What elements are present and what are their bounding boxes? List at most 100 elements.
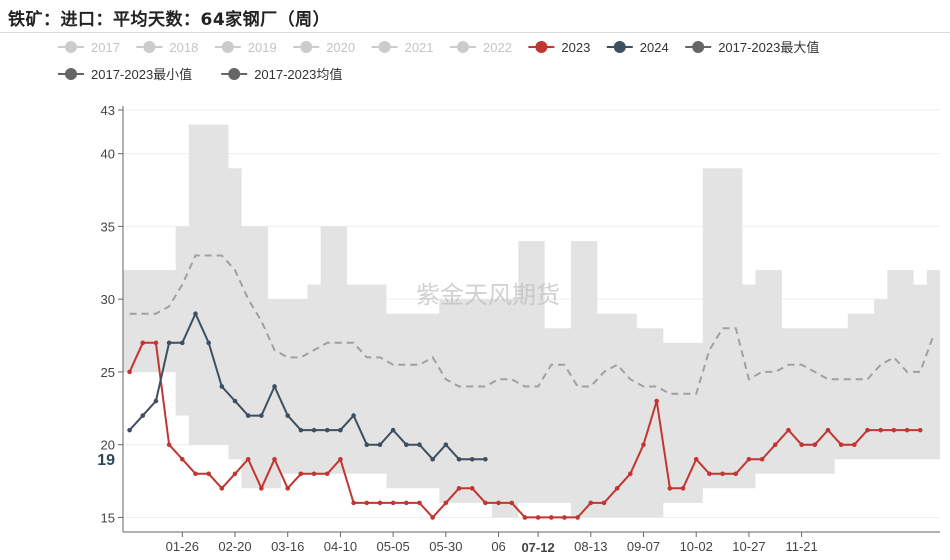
series-2023-point [759, 456, 765, 462]
series-2024-point [390, 427, 396, 433]
legend-item-2017-2023最小值[interactable]: 2017-2023最小值 [58, 67, 192, 82]
series-2023-point [430, 515, 435, 520]
y-pointer-label: 19 [97, 452, 115, 469]
series-2024-point [324, 427, 330, 433]
series-2024-point [232, 398, 238, 404]
legend: 2017 2018 2019 2020 2021 2022 2023 2024 2017-202… [58, 40, 819, 82]
series-2023-point [746, 456, 752, 462]
series-2023-point [140, 340, 146, 346]
x-tick-label: 08-13 [574, 539, 607, 554]
legend-item-2023[interactable]: 2023 [528, 40, 590, 55]
y-tick-label: 40 [101, 147, 115, 162]
x-tick-label: 01-26 [166, 539, 199, 554]
legend-label: 2017-2023均值 [254, 67, 342, 82]
series-2023-point [456, 486, 462, 491]
series-2023-point [667, 486, 673, 491]
legend-item-2020[interactable]: 2020 [293, 40, 355, 55]
series-2023-point [720, 471, 725, 477]
legend-item-2018[interactable]: 2018 [136, 40, 198, 55]
y-tick-label: 30 [101, 292, 115, 307]
legend-item-2024[interactable]: 2024 [606, 40, 669, 55]
series-2023-point [601, 500, 607, 506]
series-2024-point [245, 413, 251, 418]
series-2023-point [588, 500, 594, 506]
legend-item-2017[interactable]: 2017 [58, 40, 120, 55]
series-2024-point [456, 456, 462, 462]
chart-title: 铁矿：进口：平均天数：64家钢厂（周） [8, 10, 331, 30]
series-2024-point [166, 340, 172, 346]
series-2023-point [522, 515, 528, 520]
legend-marker [300, 41, 313, 53]
series-2023-point [852, 442, 857, 447]
legend-marker [613, 41, 626, 53]
series-2023-point [338, 456, 343, 462]
series-2023-point [259, 486, 264, 491]
series-2024-point [430, 456, 435, 462]
y-tick-label: 43 [101, 103, 115, 118]
series-2023-point [232, 471, 238, 477]
series-2024-point [206, 340, 211, 346]
legend-marker [65, 41, 77, 53]
series-2023-point [693, 456, 699, 462]
series-2024-point [483, 456, 488, 462]
legend-marker [457, 41, 469, 53]
y-tick-label: 25 [101, 365, 115, 380]
legend-item-2022[interactable]: 2022 [450, 40, 512, 55]
legend-label: 2024 [640, 40, 669, 55]
series-2024 [127, 311, 488, 462]
series-2023-point [377, 500, 383, 506]
series-2023-point [562, 515, 567, 520]
legend-item-2017-2023均值[interactable]: 2017-2023均值 [221, 67, 342, 82]
x-tick-label: 07-12 [521, 540, 554, 555]
series-2023-point [206, 471, 211, 477]
legend-marker [535, 41, 548, 53]
series-2023-point [680, 486, 686, 491]
series-2023-point [496, 500, 501, 506]
y-tick-label: 35 [101, 219, 115, 234]
series-2024-point [469, 456, 475, 462]
series-2023-point [812, 442, 818, 447]
series-2023-point [285, 486, 291, 491]
series-2024-point [193, 311, 198, 317]
series-2023-point [509, 500, 515, 506]
legend-marker [65, 68, 77, 80]
series-2023-point [654, 398, 659, 404]
series-2023-point [179, 456, 185, 462]
series-2024-point [219, 384, 225, 389]
x-tick-label: 11-21 [785, 539, 817, 554]
series-2024-point [351, 413, 356, 418]
series-2023-point [324, 471, 330, 477]
series-2024-point [443, 442, 449, 447]
legend-label: 2017 [91, 40, 120, 55]
series-2023-point [799, 442, 804, 447]
title-divider [0, 32, 950, 33]
legend-item-2019[interactable]: 2019 [214, 40, 277, 55]
series-2023-point [628, 471, 633, 477]
series-2024-point [179, 340, 185, 346]
series-2023-point [404, 500, 409, 506]
series-2024-point [127, 427, 132, 433]
series-2023-point [272, 456, 277, 462]
series-2023-point [878, 427, 884, 433]
series-2024-point [285, 413, 291, 418]
series-2023-point [351, 500, 356, 506]
series-2023-point [733, 471, 739, 477]
series-2024-point [338, 427, 343, 433]
series-2023-point [548, 515, 554, 520]
axes: 15 20 25 30 35 40 43 01-26 02-20 03-16 04-10 05-05 0… [97, 103, 940, 555]
series-2023-point [772, 442, 778, 447]
series-2024-point [272, 384, 277, 389]
legend-item-2017-2023最大值[interactable]: 2017-2023最大值 [685, 40, 819, 55]
series-2024-point [404, 442, 409, 447]
legend-marker [692, 41, 705, 53]
series-2023-point [245, 456, 251, 462]
x-tick-label: 10-27 [732, 539, 765, 554]
mean-line [129, 254, 935, 395]
series-2024-point [298, 427, 304, 433]
series-2024-point [364, 442, 370, 447]
series-2023-point [575, 515, 580, 520]
series-2024-point [153, 398, 159, 404]
legend-marker [143, 41, 156, 53]
y-tick-label: 20 [101, 438, 115, 453]
legend-item-2021[interactable]: 2021 [371, 40, 434, 55]
